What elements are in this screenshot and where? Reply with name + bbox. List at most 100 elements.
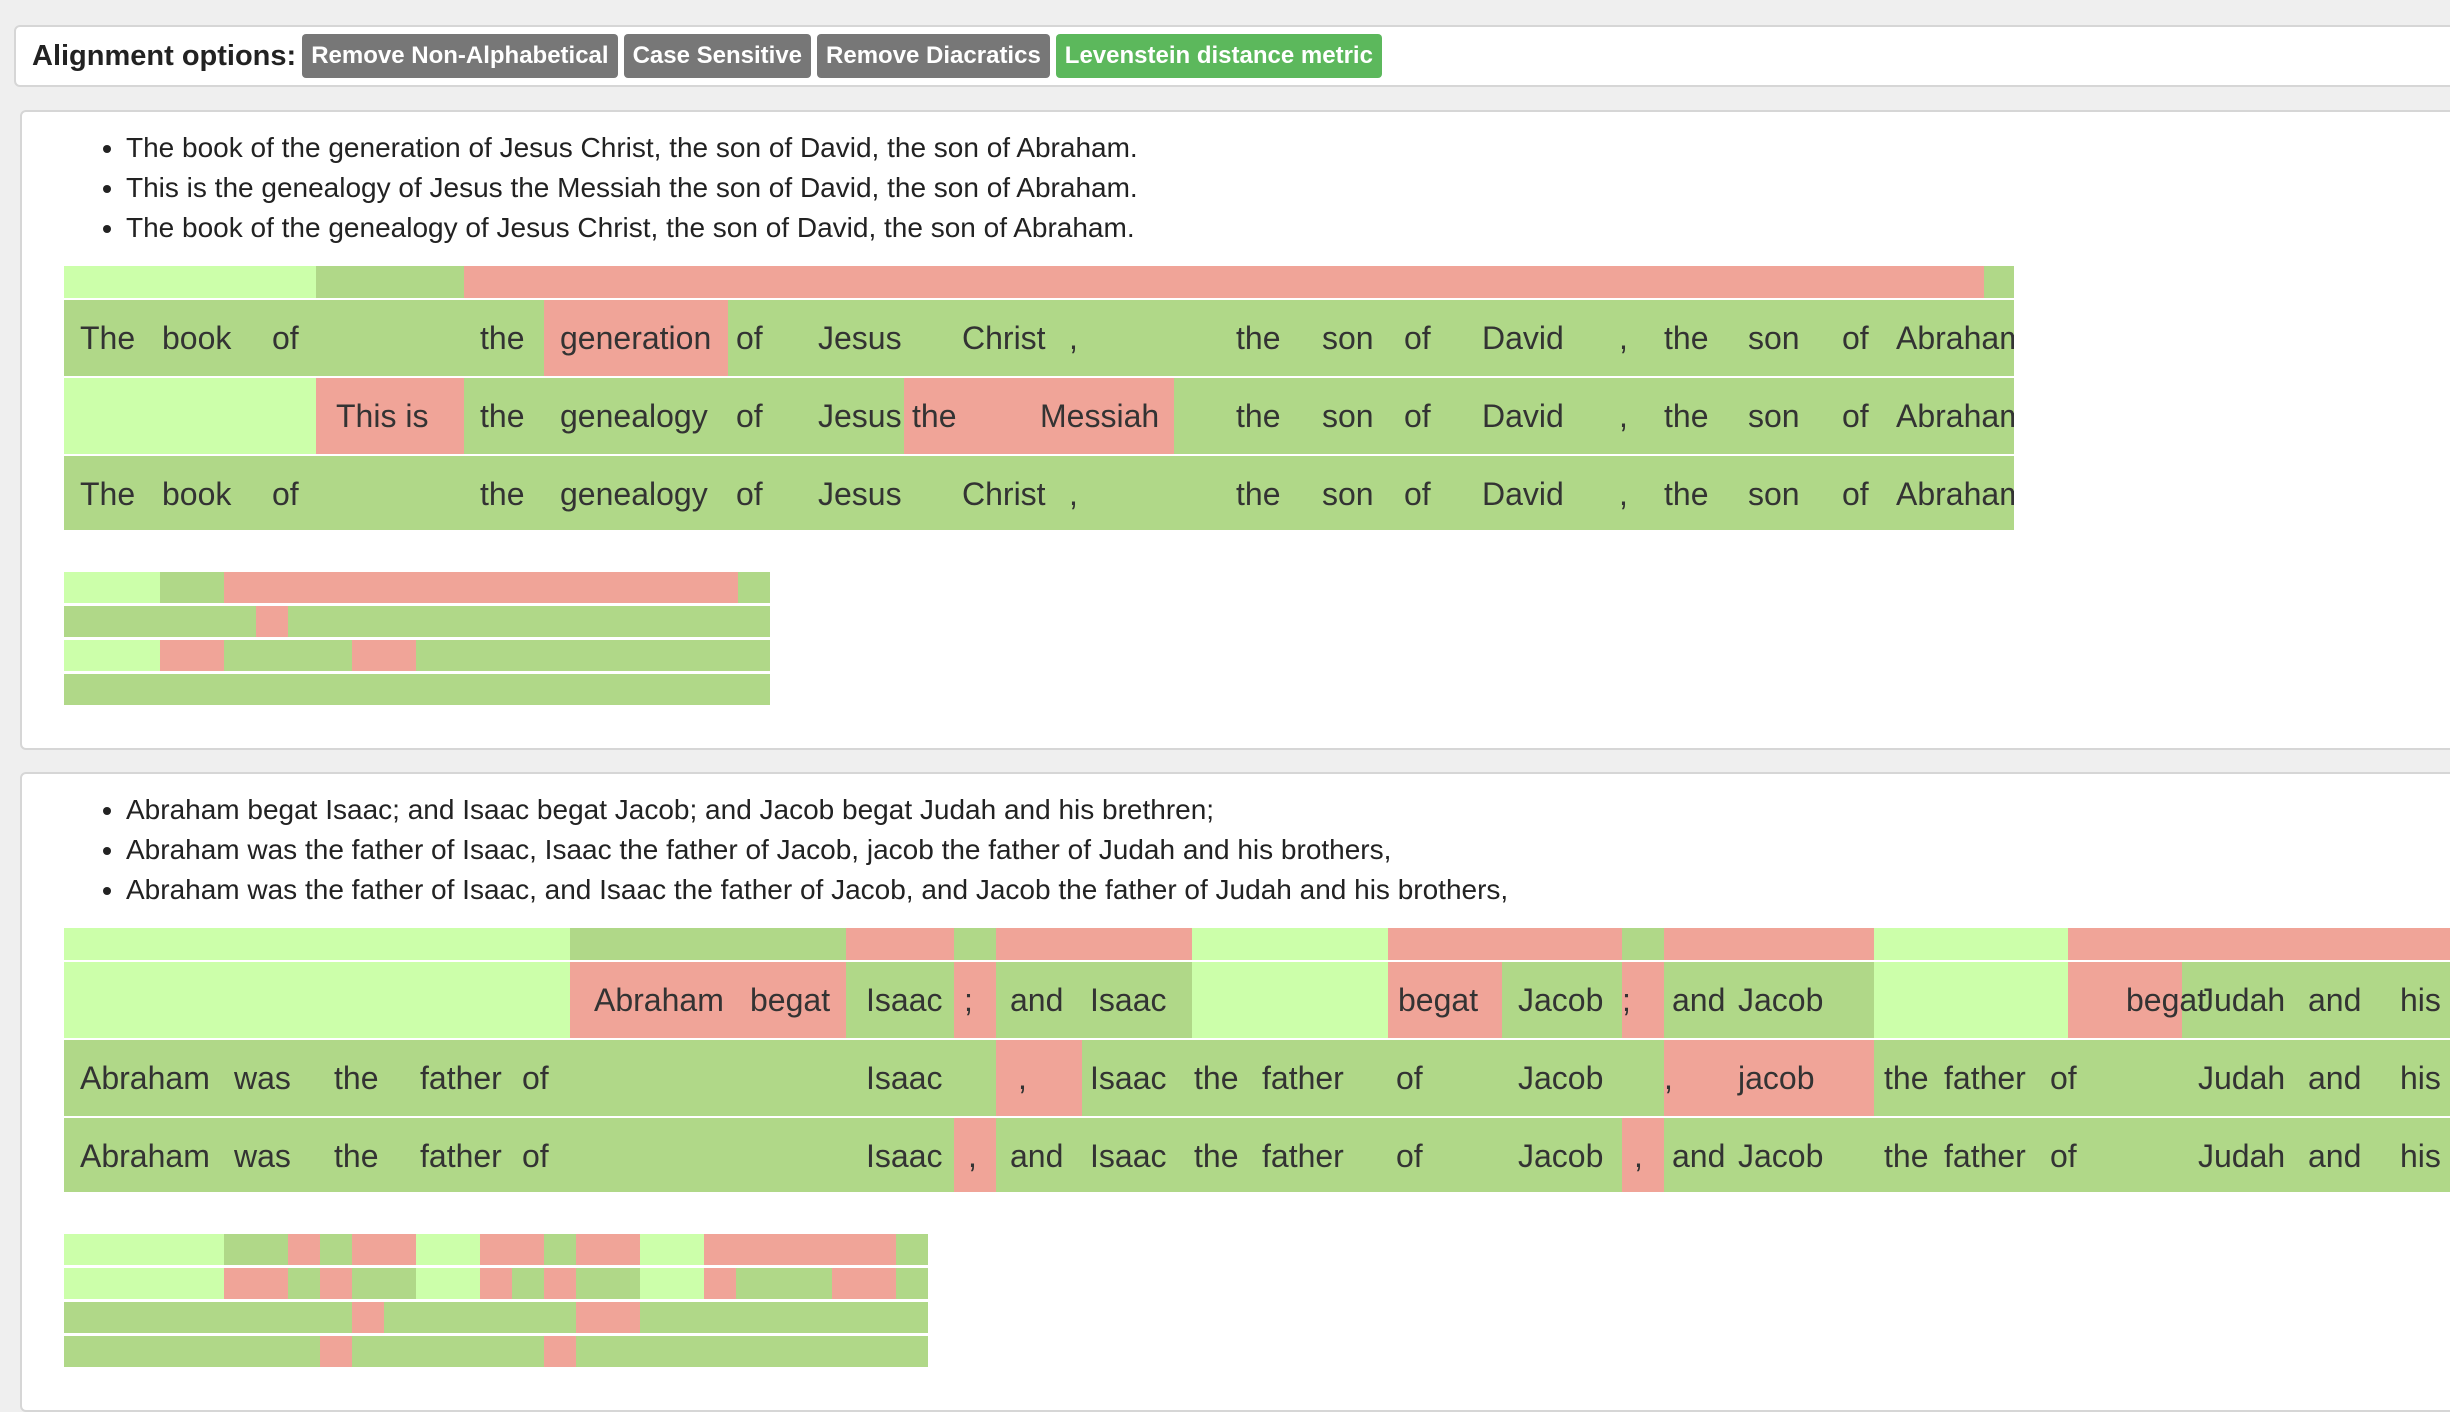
alignment-token: his [2400,1060,2441,1096]
alignment-summary-strip [64,928,2450,960]
minimap-row [64,606,770,637]
alignment-token: father [420,1138,502,1174]
alignment-table: Abraham begat Isaac; and Isaac begat Jacob; and… [64,928,2450,1192]
minimap-row [64,1336,928,1367]
alignment-token: the [1664,320,1709,356]
sentence-item: The book of the generation of Jesus Chri… [126,128,1138,168]
alignment-row: The book of the generation of Jesus Christ, the s… [64,300,2014,376]
alignment-token: This is [336,398,429,434]
alignment-token: of [736,476,763,512]
alignment-token: of [736,320,763,356]
alignment-token: ; [1622,982,1631,1018]
alignment-token: the [334,1060,379,1096]
alignment-token: jacob [1738,1060,1815,1096]
alignment-token: , [1664,1060,1673,1096]
alignment-panel-2: Abraham begat Isaac; and Isaac begat Jac… [20,772,2450,1412]
alignment-table: The book of the generation of Jesus Christ, the s… [64,266,2014,530]
alignment-token: , [1069,320,1078,356]
alignment-minimap [64,572,770,706]
alignment-token: son [1322,320,1374,356]
alignment-token: son [1748,476,1800,512]
levenstein-distance-metric-button[interactable]: Levenstein distance metric [1055,34,1382,78]
alignment-token: , [1634,1138,1643,1174]
alignment-token: David [1482,476,1564,512]
alignment-token: book [162,476,232,512]
alignment-token: Abraham [1896,320,2014,356]
alignment-token: the [1664,398,1709,434]
alignment-token: Judah [2198,982,2286,1018]
alignment-token: of [2050,1060,2077,1096]
alignment-token: , [1018,1060,1027,1096]
alignment-options-label: Alignment options: [32,39,297,72]
alignment-token: David [1482,398,1564,434]
alignment-token: son [1322,476,1374,512]
alignment-token: genealogy [560,476,708,512]
alignment-token: , [1619,320,1628,356]
sentence-list: The book of the generation of Jesus Chri… [126,128,1138,248]
alignment-token: Jacob [1518,1138,1604,1174]
alignment-row: The book of the genealogy of Jesus Christ, the so… [64,456,2014,530]
alignment-token: The [80,320,136,356]
alignment-token: the [1664,476,1709,512]
alignment-token: and [1010,1138,1064,1174]
alignment-token: and [1010,982,1064,1018]
alignment-token: Jesus [818,320,902,356]
minimap-row [64,572,770,603]
alignment-token: Christ [962,476,1046,512]
alignment-token: Jacob [1518,1060,1604,1096]
alignment-token: and [2308,982,2362,1018]
alignment-token: the [480,398,525,434]
alignment-token: Jacob [1738,982,1824,1018]
alignment-token: father [1944,1060,2026,1096]
alignment-token: the [1884,1138,1929,1174]
alignment-token: , [1619,398,1628,434]
alignment-token: of [1842,476,1869,512]
alignment-options-bar: Alignment options: Remove Non-Alphabetic… [14,25,2450,87]
alignment-token: his [2400,982,2441,1018]
minimap-row [64,1302,928,1333]
alignment-token: Jacob [1518,982,1604,1018]
alignment-token: of [2050,1138,2077,1174]
alignment-token: the [912,398,957,434]
alignment-token: generation [560,320,712,356]
alignment-token: of [272,476,299,512]
alignment-token: was [234,1138,291,1174]
alignment-token: of [272,320,299,356]
alignment-token: and [2308,1060,2362,1096]
sentence-item: The book of the genealogy of Jesus Chris… [126,208,1138,248]
alignment-token: book [162,320,232,356]
alignment-token: of [522,1060,549,1096]
alignment-token: son [1748,320,1800,356]
alignment-token: Isaac [1090,1060,1167,1096]
minimap-row [64,1234,928,1265]
alignment-token: of [1842,320,1869,356]
alignment-token: Isaac [1090,1138,1167,1174]
alignment-row: Abraham was the father of Isaac, and Isaac the fa… [64,1118,2450,1192]
alignment-token: begat [750,982,831,1018]
sentence-item: Abraham was the father of Isaac, and Isa… [126,870,1508,910]
alignment-token: of [1404,320,1431,356]
minimap-row [64,1268,928,1299]
alignment-token: begat [2126,982,2207,1018]
minimap-row [64,674,770,705]
alignment-token: Abraham [1896,398,2014,434]
alignment-token: the [1236,320,1281,356]
case-sensitive-button[interactable]: Case Sensitive [623,34,812,78]
alignment-token: ; [964,982,973,1018]
alignment-token: of [1842,398,1869,434]
alignment-token: Abraham [1896,476,2014,512]
alignment-token: , [968,1138,977,1174]
alignment-token: begat [1398,982,1479,1018]
alignment-token: genealogy [560,398,708,434]
alignment-summary-strip [64,266,2014,298]
remove-non-alphabetical-button[interactable]: Remove Non-Alphabetical [302,34,618,78]
alignment-token: of [736,398,763,434]
remove-diacratics-button[interactable]: Remove Diacratics [817,34,1050,78]
alignment-token: the [480,320,525,356]
sentence-item: This is the genealogy of Jesus the Messi… [126,168,1138,208]
alignment-token: father [1262,1060,1344,1096]
alignment-panel-1: The book of the generation of Jesus Chri… [20,110,2450,750]
alignment-token: , [1619,476,1628,512]
alignment-row: Abraham begat Isaac; and Isaac begat Jacob; and… [64,962,2450,1038]
alignment-token: Abraham [80,1138,210,1174]
